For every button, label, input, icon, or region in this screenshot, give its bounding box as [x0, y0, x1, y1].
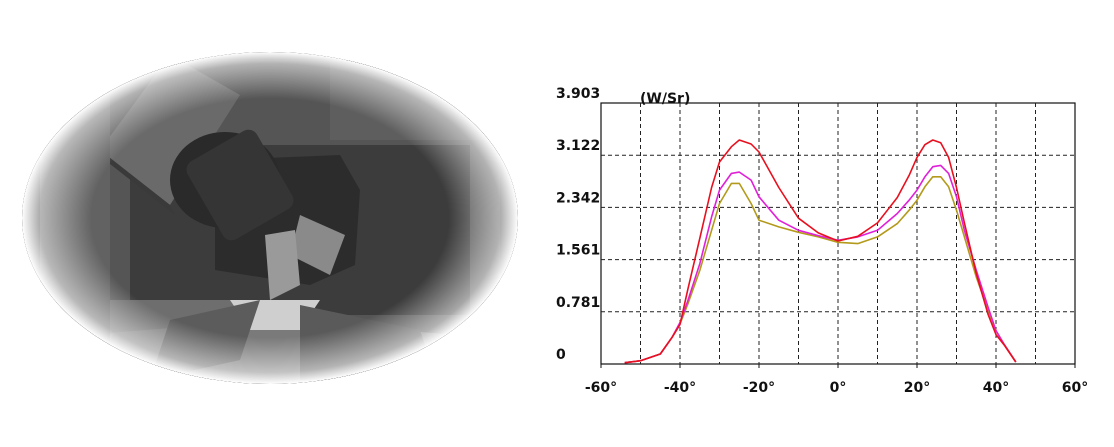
y-tick-label: 0 — [556, 347, 566, 363]
x-tick-label: 40° — [983, 380, 1009, 396]
x-tick-label: -60° — [585, 380, 617, 396]
series-line — [624, 164, 1017, 364]
x-tick-label: 20° — [904, 380, 930, 396]
series-line — [624, 139, 1017, 364]
y-tick-label: 2.342 — [556, 190, 600, 206]
device-photo — [22, 52, 518, 384]
y-tick-label: 0.781 — [556, 295, 600, 311]
x-tick-label: 60° — [1062, 380, 1088, 396]
y-tick-label: 3.122 — [556, 138, 600, 154]
plot-frame — [600, 102, 1076, 365]
x-tick-label: 0° — [830, 380, 847, 396]
y-tick-label: 1.561 — [556, 243, 600, 259]
chart: (W/Sr) 0 0.781 1.561 2.342 3.122 3.903 -60° -40… — [556, 86, 1088, 396]
y-unit: (W/Sr) — [640, 91, 690, 107]
series-line — [624, 176, 1017, 364]
x-tick-label: -20° — [743, 380, 775, 396]
x-tick-label: -40° — [664, 380, 696, 396]
y-tick-label: 3.903 — [556, 86, 600, 102]
